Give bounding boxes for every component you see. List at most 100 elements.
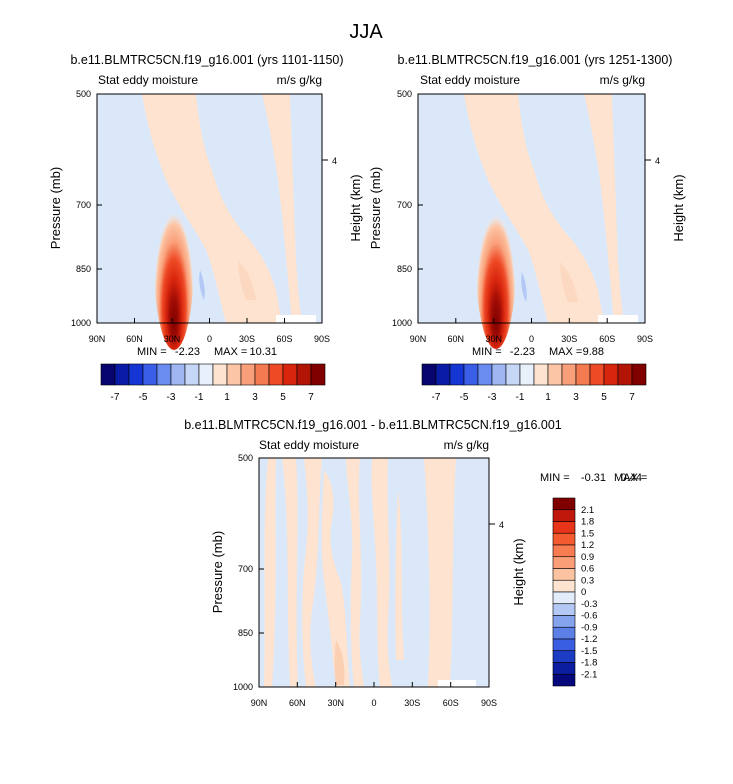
colorbar-swatch xyxy=(552,615,576,628)
colorbar-swatch xyxy=(552,568,576,581)
colorbar-tick-label: -1 xyxy=(516,392,525,403)
colorbar-tick-label: -7 xyxy=(432,392,441,403)
panel-3: b.e11.BLMTRC5CN.f19_g16.001 - b.e11.BLMT… xyxy=(184,418,647,708)
panel-3-ytick: 500 xyxy=(238,453,253,463)
panel-2-field xyxy=(417,93,646,349)
panel-3-xtick: 30S xyxy=(404,698,420,708)
colorbar-swatch xyxy=(552,544,576,558)
colorbar-swatch xyxy=(552,591,576,605)
panel-2-xtick: 0 xyxy=(529,334,534,344)
colorbar-tick-label: 1.2 xyxy=(581,540,594,551)
colorbar-swatch xyxy=(421,363,437,386)
panel-1-min: -2.23 xyxy=(175,346,200,358)
colorbar-swatch xyxy=(552,532,576,546)
colorbar-tick-label: -0.3 xyxy=(581,599,597,610)
panel-3-xtick: 60N xyxy=(289,698,306,708)
panel-2-left-label: Stat eddy moisture xyxy=(420,73,520,87)
panel-2-xtick: 90S xyxy=(637,334,653,344)
panel-3-max-label: MAX = xyxy=(614,472,647,484)
panel-2-ytick: 1000 xyxy=(392,318,412,328)
panel-2-max-label: MAX = xyxy=(549,346,582,358)
colorbar-tick-label: -7 xyxy=(111,392,120,403)
colorbar-swatch xyxy=(463,363,479,386)
colorbar-swatch xyxy=(603,363,619,386)
colorbar-swatch xyxy=(296,363,312,386)
panel-2-xtick: 30N xyxy=(485,334,502,344)
colorbar-swatch xyxy=(226,363,242,386)
colorbar-swatch xyxy=(268,363,284,386)
panel-2-min-label: MIN = xyxy=(472,346,502,358)
panel-2-ytick: 700 xyxy=(397,200,412,210)
colorbar-swatch xyxy=(552,497,576,511)
colorbar-swatch xyxy=(254,363,270,386)
colorbar-swatch xyxy=(552,521,576,534)
panel-2-yaxis: 500 700 850 1000 xyxy=(392,89,423,328)
panel-3-right-label: m/s g/kg xyxy=(444,438,489,452)
panel-2-ytick: 500 xyxy=(397,89,412,99)
panel-3-xtick: 30N xyxy=(327,698,344,708)
panel-3-ytick: 850 xyxy=(238,628,253,638)
colorbar-swatch xyxy=(156,363,172,386)
colorbar-swatch xyxy=(198,363,214,386)
colorbar-tick-label: -1.5 xyxy=(581,646,597,657)
colorbar-swatch xyxy=(533,363,549,386)
panel-3-xtick: 90S xyxy=(481,698,497,708)
panel-3-ylabel-right: Height (km) xyxy=(511,538,526,605)
panel-1-ylabel: Pressure (mb) xyxy=(48,167,63,249)
panel-1: b.e11.BLMTRC5CN.f19_g16.001 (yrs 1101-11… xyxy=(48,53,363,358)
colorbar-swatch xyxy=(552,638,576,652)
colorbar-swatch xyxy=(631,363,647,386)
colorbar-tick-label: 0.3 xyxy=(581,575,594,586)
colorbar-swatch xyxy=(505,363,521,386)
panel-3-max: 0.44 xyxy=(621,472,642,484)
colorbar-swatch xyxy=(449,363,465,386)
colorbar-tick-label: 1.5 xyxy=(581,528,594,539)
colorbar-swatch xyxy=(552,673,576,687)
colorbar-left: -7 -5 -3 -1 1 3 5 7 xyxy=(100,363,326,403)
colorbar-tick-label: 1 xyxy=(224,392,230,403)
colorbar-tick-label: -2.1 xyxy=(581,669,597,680)
panel-1-right-ytick: 4 xyxy=(332,156,337,166)
panel-2-right-label: m/s g/kg xyxy=(600,73,645,87)
colorbar-tick-label: -5 xyxy=(460,392,469,403)
panel-2-xaxis: 90N 60N 30N 0 30S 60S 90S xyxy=(410,318,653,344)
colorbar-swatch xyxy=(100,363,116,386)
panel-3-xtick: 90N xyxy=(251,698,268,708)
panel-1-field xyxy=(96,93,323,350)
panel-3-title: b.e11.BLMTRC5CN.f19_g16.001 - b.e11.BLMT… xyxy=(184,418,562,432)
panel-1-left-label: Stat eddy moisture xyxy=(98,73,198,87)
colorbar-tick-label: 3 xyxy=(573,392,579,403)
colorbar-swatch xyxy=(575,363,591,386)
panel-1-ytick: 500 xyxy=(76,89,91,99)
panel-1-yaxis: 500 700 850 1000 xyxy=(71,89,102,328)
panel-1-ytick: 850 xyxy=(76,264,91,274)
panel-2-ytick: 850 xyxy=(397,264,412,274)
colorbar-swatch xyxy=(552,626,576,640)
panel-1-xtick: 90N xyxy=(89,334,106,344)
panel-3-min: -0.31 xyxy=(581,472,606,484)
panel-3-left-label: Stat eddy moisture xyxy=(259,438,359,452)
colorbar-swatch xyxy=(170,363,186,386)
colorbar-swatch xyxy=(435,363,451,386)
colorbar-swatch xyxy=(128,363,144,386)
colorbar-tick-label: 3 xyxy=(252,392,258,403)
panel-1-xtick: 90S xyxy=(314,334,330,344)
colorbar-swatch xyxy=(547,363,563,386)
colorbar-tick-label: -0.9 xyxy=(581,622,597,633)
colorbar-tick-label: 7 xyxy=(629,392,635,403)
panel-3-min-label: MIN = xyxy=(540,472,570,484)
colorbar-tick-label: 2.1 xyxy=(581,505,594,516)
colorbar-swatch xyxy=(212,363,228,386)
colorbar-difference: 2.11.81.51.20.90.60.30-0.3-0.6-0.9-1.2-1… xyxy=(552,497,597,687)
panel-1-min-label: MIN = xyxy=(137,346,167,358)
panel-1-right-label: m/s g/kg xyxy=(277,73,322,87)
colorbar-swatch xyxy=(282,363,298,386)
colorbar-swatch xyxy=(184,363,200,386)
colorbar-swatch xyxy=(491,363,507,386)
colorbar-tick-label: 0 xyxy=(581,587,586,598)
panel-3-right-ytick: 4 xyxy=(499,520,504,530)
panel-3-ytick: 1000 xyxy=(233,682,253,692)
colorbar-swatch xyxy=(519,363,535,386)
panel-1-ytick: 700 xyxy=(76,200,91,210)
panel-2-max: 9.88 xyxy=(583,346,604,358)
